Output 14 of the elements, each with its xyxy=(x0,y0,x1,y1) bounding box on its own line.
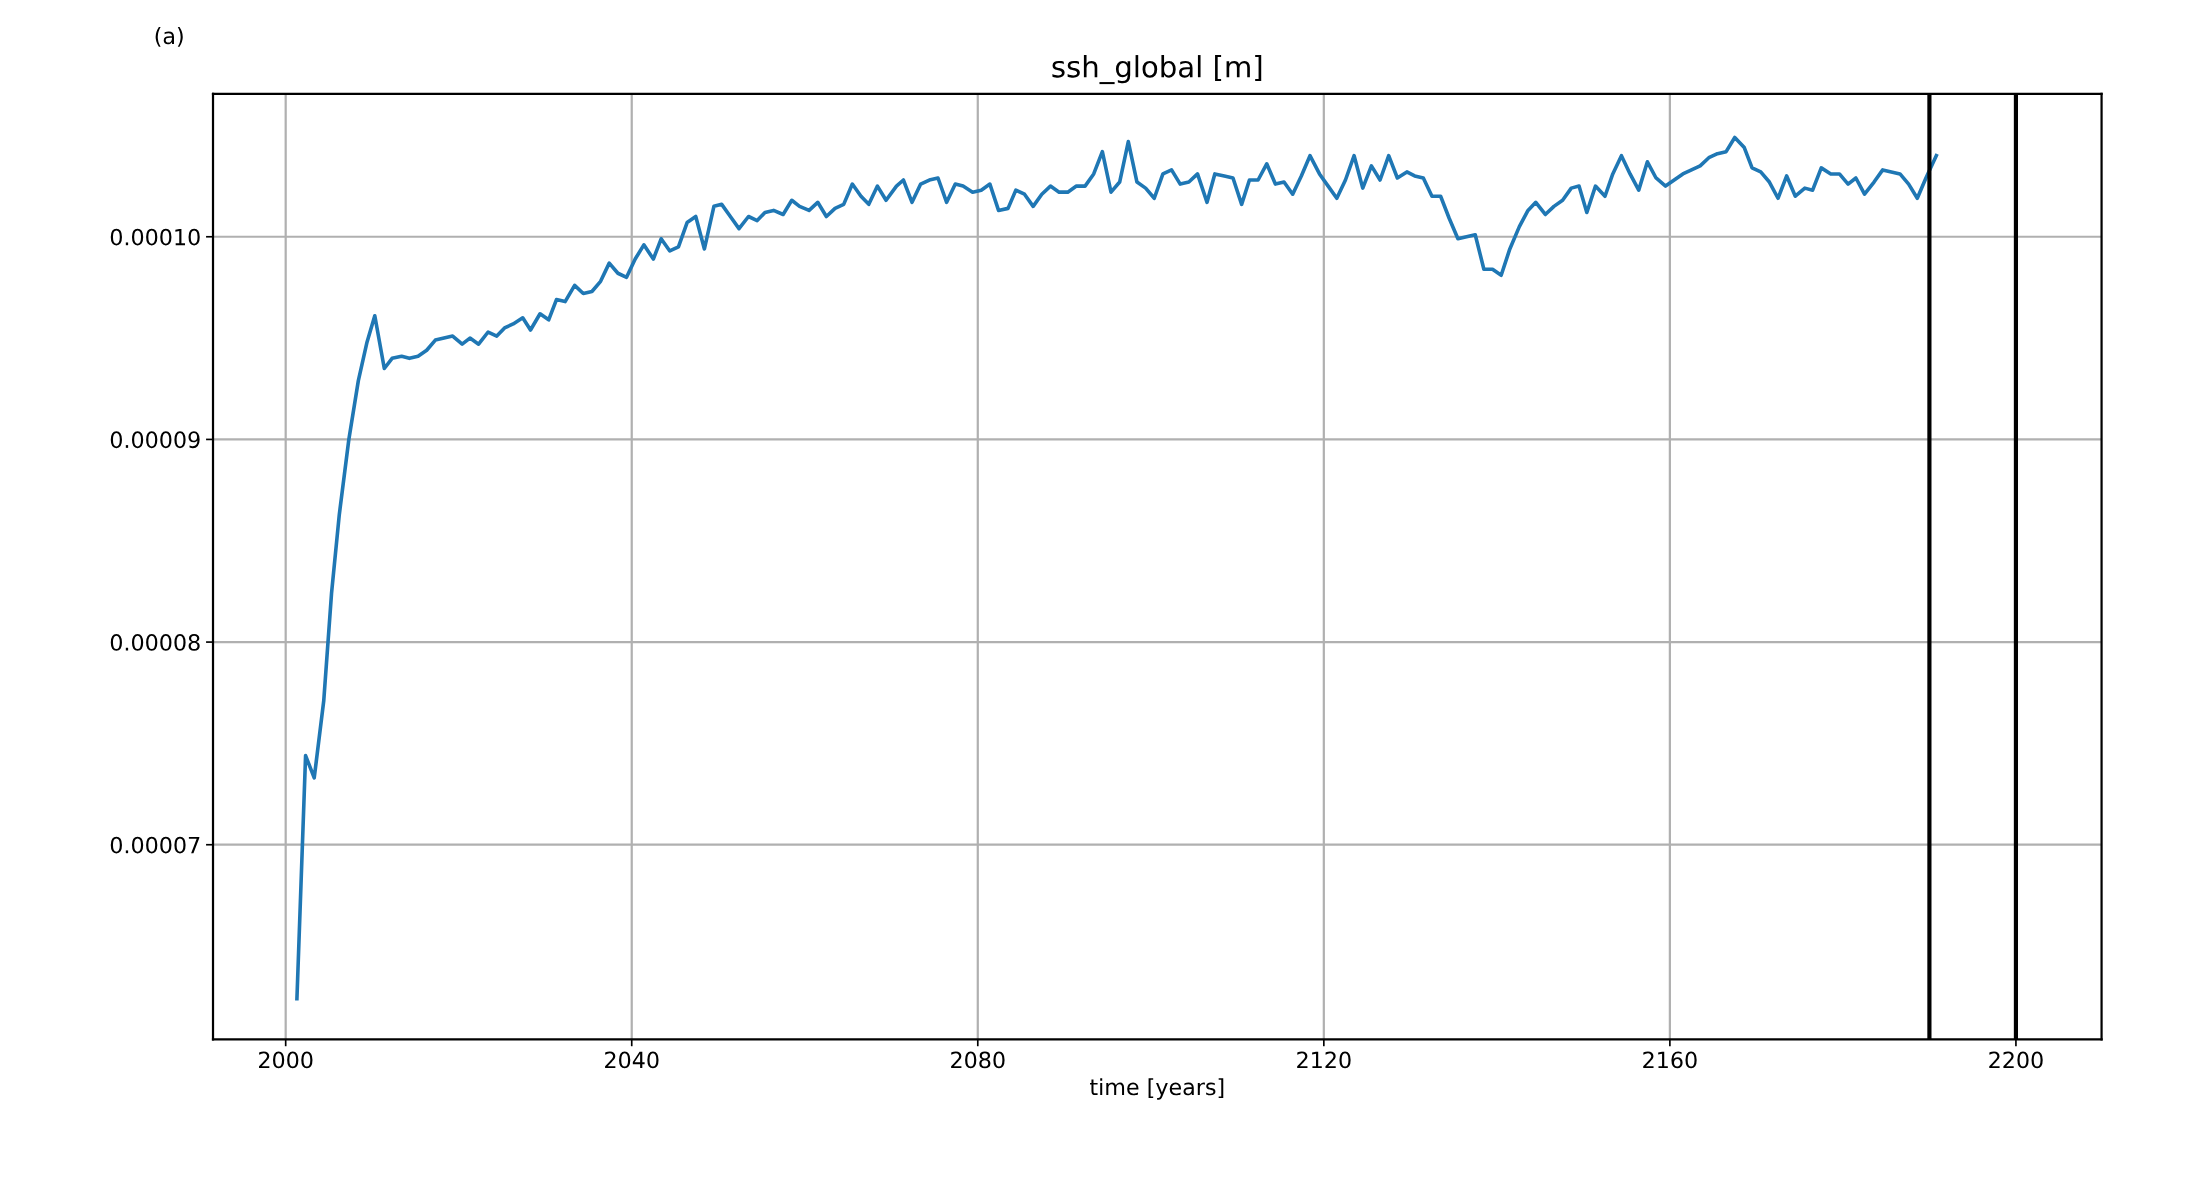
x-tick-label: 2160 xyxy=(1643,1051,1697,1069)
x-tick-label: 2120 xyxy=(1297,1051,1351,1069)
y-tick-label: 0.00010 xyxy=(110,228,200,246)
x-tick-label: 2000 xyxy=(259,1051,313,1069)
text: (a) xyxy=(155,27,183,47)
y-tick-label: 0.00008 xyxy=(110,634,200,651)
line-series xyxy=(295,135,1939,1001)
x-tick-label: 2080 xyxy=(951,1051,1005,1069)
chart-title: ssh_global [m] xyxy=(1052,55,1262,85)
x-tick-label: 2040 xyxy=(605,1051,659,1069)
y-tick-label: 0.00007 xyxy=(110,836,200,854)
x-axis-title: time [years] xyxy=(1090,1078,1224,1100)
y-tick-label: 0.00009 xyxy=(110,431,200,449)
x-tick-label: 2200 xyxy=(1989,1051,2043,1069)
